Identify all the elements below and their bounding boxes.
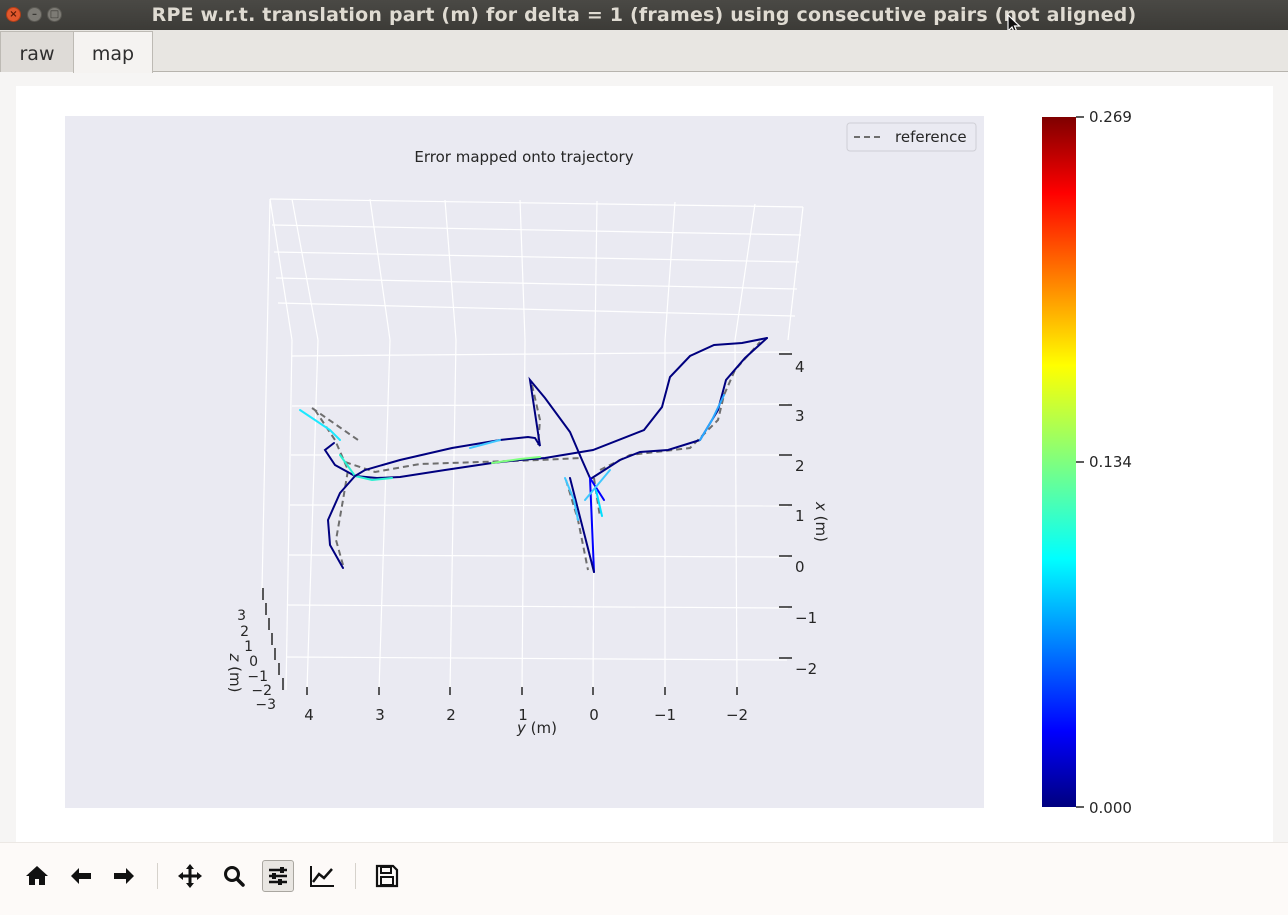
back-arrow-icon: [71, 868, 91, 884]
legend-label-reference: reference: [895, 128, 967, 146]
colorbar-min-label: 0.000: [1089, 799, 1132, 817]
y-tick-label: −1: [654, 706, 676, 724]
zoom-button[interactable]: [218, 860, 250, 892]
figure-svg: Error mapped onto trajectory reference 4…: [65, 108, 1132, 817]
legend: reference: [846, 122, 977, 152]
navigation-toolbar: [0, 842, 1288, 915]
zoom-icon: [224, 866, 245, 887]
configure-subplots-button[interactable]: [262, 860, 294, 892]
colorbar-mid-label: 0.134: [1089, 453, 1132, 471]
configure-subplots-icon: [269, 867, 287, 885]
y-tick-label: 4: [304, 706, 314, 724]
edit-axis-button[interactable]: [306, 860, 338, 892]
z-axis-label: z (m): [226, 653, 244, 693]
home-icon: [26, 866, 48, 885]
x-tick-label: 3: [795, 407, 805, 425]
forward-arrow-icon: [114, 868, 134, 884]
back-button[interactable]: [65, 860, 97, 892]
window-title: RPE w.r.t. translation part (m) for delt…: [151, 4, 1137, 26]
colorbar: [1042, 117, 1076, 807]
z-tick-label: −3: [255, 697, 276, 713]
z-tick-label: −2: [251, 683, 272, 699]
y-tick-label: −2: [726, 706, 748, 724]
x-tick-label: −1: [795, 609, 817, 627]
y-axis-label: y (m): [516, 719, 557, 737]
x-axis-label: x (m): [812, 501, 830, 542]
z-tick-label: 3: [237, 608, 246, 624]
y-axis-ticks: [306, 687, 738, 695]
pan-button[interactable]: [174, 860, 206, 892]
x-tick-label: 0: [795, 558, 805, 576]
colorbar-ticks: [1076, 116, 1084, 808]
z-tick-label: 1: [244, 639, 253, 655]
z-axis-ticks: [262, 588, 284, 690]
x-tick-label: −2: [795, 660, 817, 678]
y-tick-label: 2: [446, 706, 456, 724]
estimate-trajectory: [299, 337, 768, 573]
maximize-window-button[interactable]: □: [47, 7, 62, 22]
colorbar-labels: 0.269 0.134 0.000: [1089, 108, 1132, 817]
save-button[interactable]: [371, 860, 403, 892]
pan-icon: [178, 864, 202, 888]
toolbar-separator: [355, 863, 356, 889]
tab-map[interactable]: map: [73, 31, 153, 73]
x-tick-label: 2: [795, 457, 805, 475]
window-titlebar: × – □ RPE w.r.t. translation part (m) fo…: [0, 0, 1288, 35]
y-tick-label: 1: [518, 706, 528, 724]
forward-button[interactable]: [108, 860, 140, 892]
plot-title: Error mapped onto trajectory: [414, 148, 633, 166]
close-window-button[interactable]: ×: [6, 7, 21, 22]
y-tick-label: 0: [589, 706, 599, 724]
z-tick-label: −1: [247, 669, 268, 685]
tab-bar: raw map: [0, 30, 1288, 73]
z-tick-label: 0: [249, 654, 258, 670]
edit-axis-icon: [310, 866, 334, 887]
tab-raw[interactable]: raw: [0, 31, 74, 72]
save-icon: [375, 864, 399, 888]
z-tick-labels: 3 2 1 0 −1 −2 −3: [237, 608, 276, 713]
y-tick-labels: 4 3 2 1 0 −1 −2: [304, 706, 748, 724]
y-tick-label: 3: [375, 706, 385, 724]
toolbar-separator: [157, 863, 158, 889]
x-axis-ticks: [779, 353, 792, 659]
x-tick-label: 1: [795, 507, 805, 525]
minimize-window-button[interactable]: –: [27, 7, 42, 22]
x-tick-label: 4: [795, 358, 805, 376]
colorbar-max-label: 0.269: [1089, 108, 1132, 126]
z-tick-label: 2: [240, 624, 249, 640]
x-tick-labels: 4 3 2 1 0 −1 −2: [795, 358, 817, 678]
figure-canvas[interactable]: Error mapped onto trajectory reference 4…: [16, 86, 1273, 842]
home-button[interactable]: [21, 860, 53, 892]
